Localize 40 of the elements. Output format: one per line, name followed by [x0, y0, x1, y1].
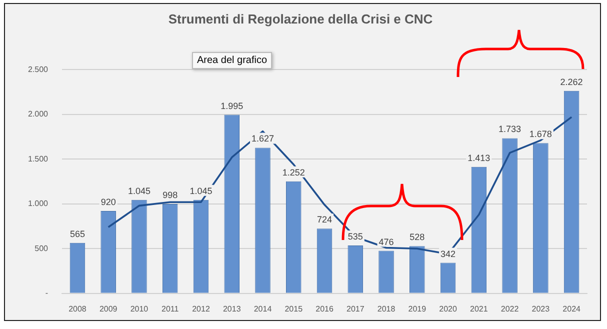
y-tick-label: 2.000 [28, 110, 49, 119]
data-label: 1.733 [498, 124, 522, 134]
x-tick-label: 2024 [562, 304, 582, 314]
data-label: 1.045 [128, 186, 150, 196]
x-tick-label: 2021 [470, 304, 488, 314]
y-tick-label: - [45, 288, 48, 298]
x-tick-label: 2020 [439, 304, 458, 314]
data-label: 998 [162, 190, 178, 200]
x-tick-label: 2015 [284, 304, 304, 314]
x-tick-label: 2009 [99, 304, 118, 314]
chart-title: Strumenti di Regolazione della Crisi e CNC [168, 11, 434, 26]
data-label: 1.627 [251, 134, 274, 144]
x-tick-label: 2023 [532, 304, 550, 314]
x-tick-label: 2014 [254, 304, 272, 314]
x-tick-label: 2011 [162, 304, 180, 314]
y-tick-label: 2.500 [28, 64, 49, 74]
data-label: 528 [410, 232, 425, 242]
data-label: 1.413 [468, 152, 490, 163]
data-label: 1.045 [190, 186, 212, 196]
y-tick-label: 1.000 [28, 199, 49, 208]
y-tick-label: 1.500 [28, 154, 49, 164]
data-label: 476 [378, 236, 394, 247]
data-label: 2.262 [560, 76, 583, 87]
x-tick-label: 2018 [377, 304, 396, 314]
x-tick-label: 2013 [222, 304, 242, 314]
x-tick-label: 2019 [408, 304, 427, 314]
x-tick-label: 2008 [68, 304, 87, 314]
data-label: 1.252 [282, 167, 305, 178]
x-tick-label: 2010 [130, 304, 149, 314]
x-tick-label: 2022 [500, 304, 520, 314]
data-label: 920 [100, 197, 116, 208]
x-tick-label: 2016 [316, 304, 334, 314]
data-label: 1.678 [529, 129, 552, 140]
x-tick-label: 2012 [192, 304, 210, 314]
x-tick-label: 2017 [346, 304, 365, 314]
y-tick-label: 500 [34, 244, 49, 253]
text: Area del grafico [192, 52, 272, 69]
data-label: 565 [70, 228, 85, 239]
data-label: 1.995 [220, 100, 244, 111]
data-label: 724 [316, 214, 332, 225]
